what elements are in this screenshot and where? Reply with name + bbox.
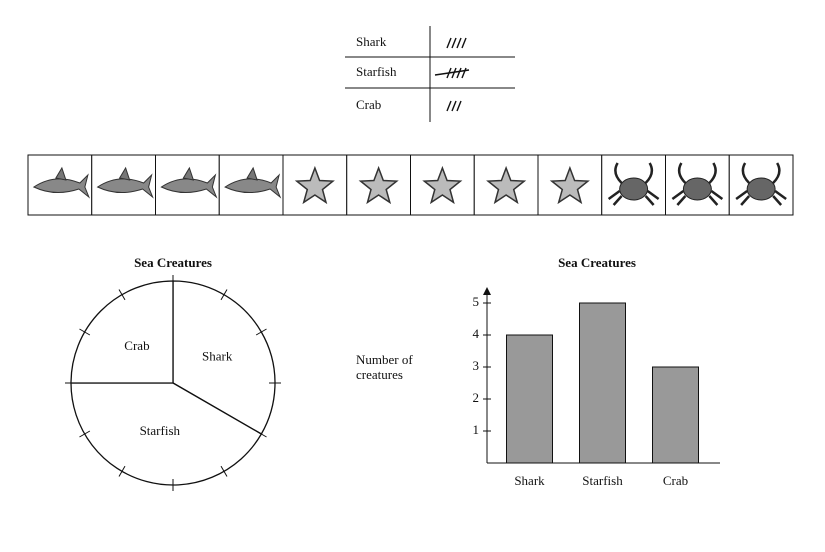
- pie-slice: [70, 280, 174, 384]
- tally-stroke: [456, 37, 462, 49]
- crab-claws: [735, 162, 787, 206]
- pie-tick: [220, 465, 228, 477]
- creature-icon: [224, 166, 282, 199]
- tally-stroke: [461, 67, 467, 79]
- y-tick-label: 1: [473, 422, 480, 437]
- bar: [652, 366, 699, 464]
- pie-tick: [118, 465, 126, 477]
- crab-claws: [671, 162, 724, 206]
- y-axis-label: Number of creatures: [356, 352, 413, 382]
- chart-title: Sea Creatures: [134, 255, 212, 270]
- creature-icon: [32, 166, 91, 199]
- y-tick-label: 5: [473, 294, 480, 309]
- creature-icon: [294, 165, 335, 205]
- bar: [506, 334, 553, 464]
- tally-marks: [446, 100, 462, 112]
- starfish: [549, 165, 590, 205]
- tally-marks: [434, 67, 470, 79]
- crab-body: [682, 177, 712, 201]
- pie-slice: [70, 382, 263, 486]
- pie-label: Crab: [124, 338, 149, 353]
- crab-body: [619, 177, 649, 201]
- shark-body: [224, 173, 282, 199]
- starfish: [358, 165, 399, 205]
- shark-body: [32, 173, 91, 199]
- shark-body: [160, 173, 218, 199]
- tally-stroke: [456, 100, 462, 112]
- y-tick-label: 3: [473, 358, 480, 373]
- tally-label: Crab: [356, 97, 381, 112]
- starfish: [422, 165, 463, 205]
- y-axis-arrow: [483, 287, 491, 295]
- tally-stroke: [461, 37, 467, 49]
- tally-stroke: [446, 100, 452, 112]
- creature-icon: [486, 165, 527, 205]
- tally-cross: [434, 69, 470, 76]
- creature-icon: [607, 162, 660, 206]
- tally-label: Shark: [356, 34, 387, 49]
- shark-fin: [118, 166, 131, 181]
- pie-tick: [255, 328, 267, 336]
- creature-icon: [358, 165, 399, 205]
- crab-claws: [607, 162, 660, 206]
- pie-tick: [255, 430, 267, 438]
- shark-fin: [182, 166, 195, 181]
- tally-label: Starfish: [356, 64, 397, 79]
- tally-stroke: [451, 100, 457, 112]
- pie-tick: [79, 430, 91, 438]
- shark-body: [96, 173, 154, 199]
- starfish: [294, 165, 335, 205]
- creature-icon: [96, 166, 154, 199]
- starfish: [486, 165, 527, 205]
- x-tick-label: Starfish: [582, 473, 623, 488]
- tally-marks: [446, 37, 467, 49]
- tally-stroke: [451, 67, 457, 79]
- pie-label: Shark: [202, 348, 233, 363]
- tally-stroke: [451, 37, 457, 49]
- creature-icon: [735, 162, 787, 206]
- tally-stroke: [446, 37, 452, 49]
- pie-label: Starfish: [140, 423, 181, 438]
- creature-icon: [549, 165, 590, 205]
- creature-icon: [671, 162, 724, 206]
- pie-tick: [79, 328, 91, 336]
- y-tick-label: 4: [473, 326, 480, 341]
- crab-body: [746, 177, 776, 201]
- shark-fin: [55, 166, 67, 181]
- pie-tick: [118, 289, 126, 301]
- x-tick-label: Crab: [663, 473, 688, 488]
- y-tick-label: 2: [473, 390, 480, 405]
- creature-icon: [160, 166, 218, 199]
- shark-fin: [246, 166, 258, 181]
- pie-tick: [220, 289, 228, 301]
- chart-title: Sea Creatures: [558, 255, 636, 270]
- creature-icon: [422, 165, 463, 205]
- x-tick-label: Shark: [514, 473, 545, 488]
- tally-stroke: [456, 67, 462, 79]
- bar: [579, 302, 626, 464]
